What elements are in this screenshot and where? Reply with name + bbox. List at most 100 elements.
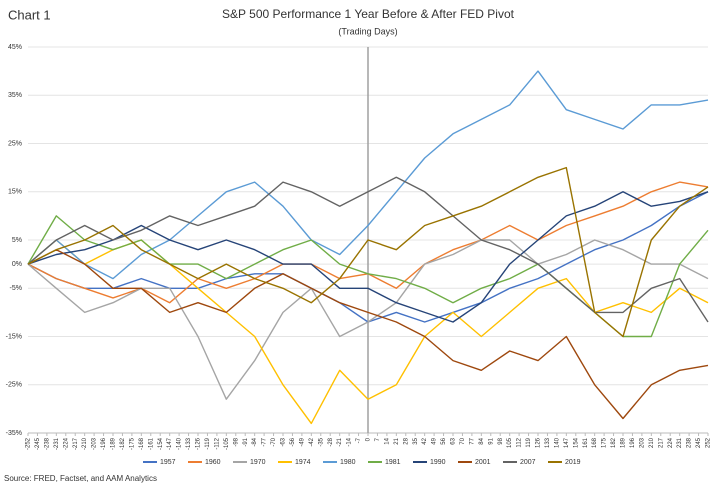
y-tick-label: -25%	[6, 382, 22, 389]
x-tick-label: -112	[214, 437, 220, 449]
legend-label: 1970	[250, 459, 266, 466]
chart-subtitle: (Trading Days)	[338, 26, 397, 36]
x-tick-label: -14	[347, 437, 353, 446]
y-tick-label: 5%	[12, 237, 22, 244]
x-tick-label: -238	[44, 437, 50, 450]
legend-label: 1980	[340, 459, 356, 466]
x-tick-label: 182	[611, 437, 617, 448]
x-tick-label: -105	[224, 437, 230, 450]
legend-label: 2019	[565, 459, 581, 466]
x-tick-label: 0	[366, 437, 372, 441]
x-tick-label: -147	[167, 437, 173, 450]
x-tick-label: 161	[583, 437, 589, 448]
legend-label: 1957	[160, 459, 176, 466]
x-tick-label: 126	[536, 437, 542, 448]
x-tick-label: -252	[26, 437, 32, 450]
x-tick-label: -91	[243, 437, 249, 446]
x-tick-label: 252	[706, 437, 712, 448]
x-tick-label: -161	[148, 437, 154, 450]
x-tick-label: 7	[375, 437, 381, 441]
x-tick-label: -133	[186, 437, 192, 450]
x-tick-label: -245	[35, 437, 41, 450]
x-tick-label: -77	[262, 437, 268, 446]
x-tick-label: 63	[451, 437, 457, 444]
x-tick-label: 217	[658, 437, 664, 448]
x-tick-label: -140	[177, 437, 183, 450]
x-tick-label: 42	[422, 437, 428, 444]
source-note: Source: FRED, Factset, and AAM Analytics	[4, 474, 157, 483]
y-tick-label: 35%	[8, 92, 22, 99]
x-tick-label: -168	[139, 437, 145, 450]
x-tick-label: 70	[460, 437, 466, 444]
legend-label: 1990	[430, 459, 446, 466]
series-line	[27, 70, 709, 280]
x-tick-label: 196	[630, 437, 636, 448]
y-tick-label: -5%	[10, 285, 22, 292]
x-tick-label: -119	[205, 437, 211, 449]
legend-item: 2019	[548, 459, 581, 466]
x-tick-label: -84	[252, 437, 258, 446]
x-tick-label: 154	[573, 437, 579, 448]
x-tick-label: -7	[356, 437, 362, 443]
legend-item: 1957	[143, 459, 176, 466]
x-tick-label: 84	[479, 437, 485, 444]
x-tick-label: -56	[290, 437, 296, 446]
x-tick-label: -21	[337, 437, 343, 446]
x-tick-label: -196	[101, 437, 107, 450]
x-tick-label: 231	[677, 437, 683, 448]
x-tick-label: -98	[233, 437, 239, 446]
legend-item: 1974	[278, 459, 311, 466]
legend-item: 1970	[233, 459, 266, 466]
x-tick-label: 21	[394, 437, 400, 444]
x-tick-label: -224	[63, 437, 69, 450]
legend-item: 2001	[458, 459, 491, 466]
x-tick-label: 210	[649, 437, 655, 448]
y-tick-label: 25%	[8, 140, 22, 147]
x-tick-label: 203	[639, 437, 645, 448]
x-tick-label: 147	[564, 437, 570, 448]
x-tick-label: 140	[554, 437, 560, 448]
x-tick-label: -189	[111, 437, 117, 450]
x-tick-label: -70	[271, 437, 277, 446]
x-tick-label: 189	[621, 437, 627, 448]
x-tick-label: 133	[545, 437, 551, 448]
legend-label: 1981	[385, 459, 401, 466]
legend-label: 1960	[205, 459, 221, 466]
legend-label: 1974	[295, 459, 311, 466]
x-tick-label: 245	[696, 437, 702, 448]
x-tick-label: 56	[441, 437, 447, 444]
legend-item: 1981	[368, 459, 401, 466]
x-tick-label: 224	[668, 437, 674, 448]
x-tick-label: -210	[82, 437, 88, 450]
x-tick-label: 91	[488, 437, 494, 444]
x-tick-label: 14	[384, 437, 390, 444]
x-tick-label: -231	[54, 437, 60, 450]
y-tick-label: 15%	[8, 189, 22, 196]
chart-label: Chart 1	[8, 7, 51, 22]
chart-title: S&P 500 Performance 1 Year Before & Afte…	[222, 7, 515, 21]
x-tick-label: 77	[469, 437, 475, 444]
y-tick-label: -15%	[6, 333, 22, 340]
x-tick-label: -63	[281, 437, 287, 446]
legend-item: 1980	[323, 459, 356, 466]
series-line	[27, 191, 709, 323]
legend-item: 2007	[503, 459, 536, 466]
x-tick-label: -203	[92, 437, 98, 450]
x-tick-label: 119	[526, 437, 532, 447]
series-line	[27, 166, 709, 338]
x-tick-label: 238	[687, 437, 693, 448]
x-tick-label: 98	[498, 437, 504, 444]
x-tick-label: 175	[602, 437, 608, 448]
x-tick-label: 105	[507, 437, 513, 448]
x-tick-label: -28	[328, 437, 334, 446]
x-tick-label: -175	[129, 437, 135, 450]
x-tick-label: 168	[592, 437, 598, 448]
x-tick-label: -35	[318, 437, 324, 446]
x-tick-label: -217	[73, 437, 79, 450]
x-tick-label: -126	[196, 437, 202, 450]
series-line	[27, 249, 709, 420]
y-tick-label: 0%	[12, 261, 22, 268]
x-tick-label: 35	[413, 437, 419, 444]
legend-label: 2001	[475, 459, 491, 466]
